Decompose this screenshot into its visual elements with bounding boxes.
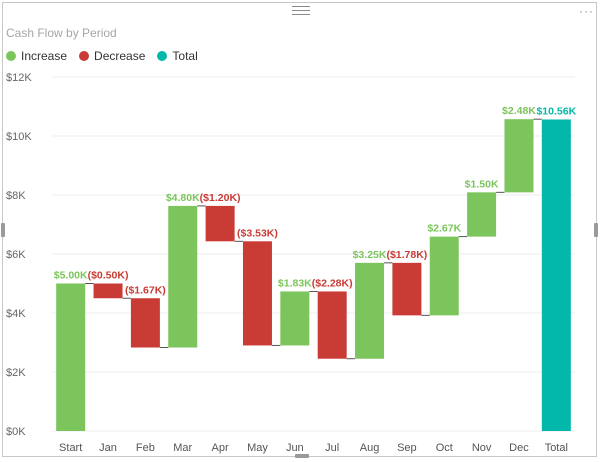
x-tick-label: May [247,442,268,454]
legend-item-increase[interactable]: Increase [6,49,67,63]
y-tick-label: $10K [6,131,32,143]
bar-start[interactable] [56,283,86,432]
data-label-may: ($3.53K) [237,227,278,239]
resize-handle-bottom[interactable] [295,454,309,458]
x-tick-label: Start [59,442,82,454]
bar-mar[interactable] [168,205,198,348]
legend-marker-total [157,51,168,61]
y-tick-label: $12K [6,72,32,84]
x-tick-label: Total [545,442,568,454]
bar-oct[interactable] [429,236,459,316]
x-tick-label: Mar [173,442,192,454]
data-label-mar: $4.80K [166,192,200,204]
data-label-dec: $2.48K [502,105,536,117]
data-label-total: $10.56K [536,105,576,117]
bar-dec[interactable] [504,119,534,193]
x-tick-label: Jan [99,442,117,454]
x-tick-label: Jun [286,442,304,454]
data-label-start: $5.00K [54,270,88,282]
x-tick-label: Dec [509,442,529,454]
bar-may[interactable] [242,241,272,346]
data-label-jul: ($2.28K) [312,277,353,289]
y-tick-label: $6K [6,249,26,261]
bar-jan[interactable] [93,283,123,299]
data-label-jun: $1.83K [278,277,312,289]
legend-item-total[interactable]: Total [157,49,198,63]
bar-feb[interactable] [130,298,160,348]
chart-legend: Increase Decrease Total [6,49,198,63]
data-label-oct: $2.67K [427,223,461,235]
y-tick-label: $4K [6,308,26,320]
data-label-feb: ($1.67K) [125,284,166,296]
chart-title: Cash Flow by Period [6,26,117,40]
bar-apr[interactable] [205,205,235,242]
legend-item-decrease[interactable]: Decrease [79,49,145,63]
y-tick-label: $8K [6,190,26,202]
resize-handle-left[interactable] [1,223,5,237]
data-label-aug: $3.25K [353,249,387,261]
x-tick-label: Nov [472,442,492,454]
bar-jun[interactable] [280,291,310,346]
drag-handle-icon[interactable] [292,6,310,15]
legend-label-decrease: Decrease [94,49,146,63]
y-tick-label: $0K [6,426,26,438]
x-tick-label: Aug [360,442,380,454]
bar-nov[interactable] [467,192,497,237]
x-tick-label: Jul [325,442,339,454]
bar-total[interactable] [541,119,571,431]
bar-jul[interactable] [317,291,347,359]
bar-sep[interactable] [392,262,422,316]
ellipsis-icon[interactable]: ··· [579,4,594,18]
data-label-nov: $1.50K [465,178,499,190]
legend-label-increase: Increase [21,49,68,63]
x-tick-label: Oct [436,442,453,454]
y-tick-label: $2K [6,367,26,379]
legend-marker-increase [6,51,16,61]
x-tick-label: Sep [397,442,417,454]
x-tick-label: Feb [136,442,155,454]
data-label-jan: ($0.50K) [88,270,129,282]
data-label-sep: ($1.78K) [386,249,427,261]
bar-aug[interactable] [355,262,385,359]
legend-label-total: Total [172,49,198,63]
resize-handle-right[interactable] [594,223,598,237]
legend-marker-decrease [79,51,90,61]
data-label-apr: ($1.20K) [200,192,241,204]
x-tick-label: Apr [212,442,229,454]
